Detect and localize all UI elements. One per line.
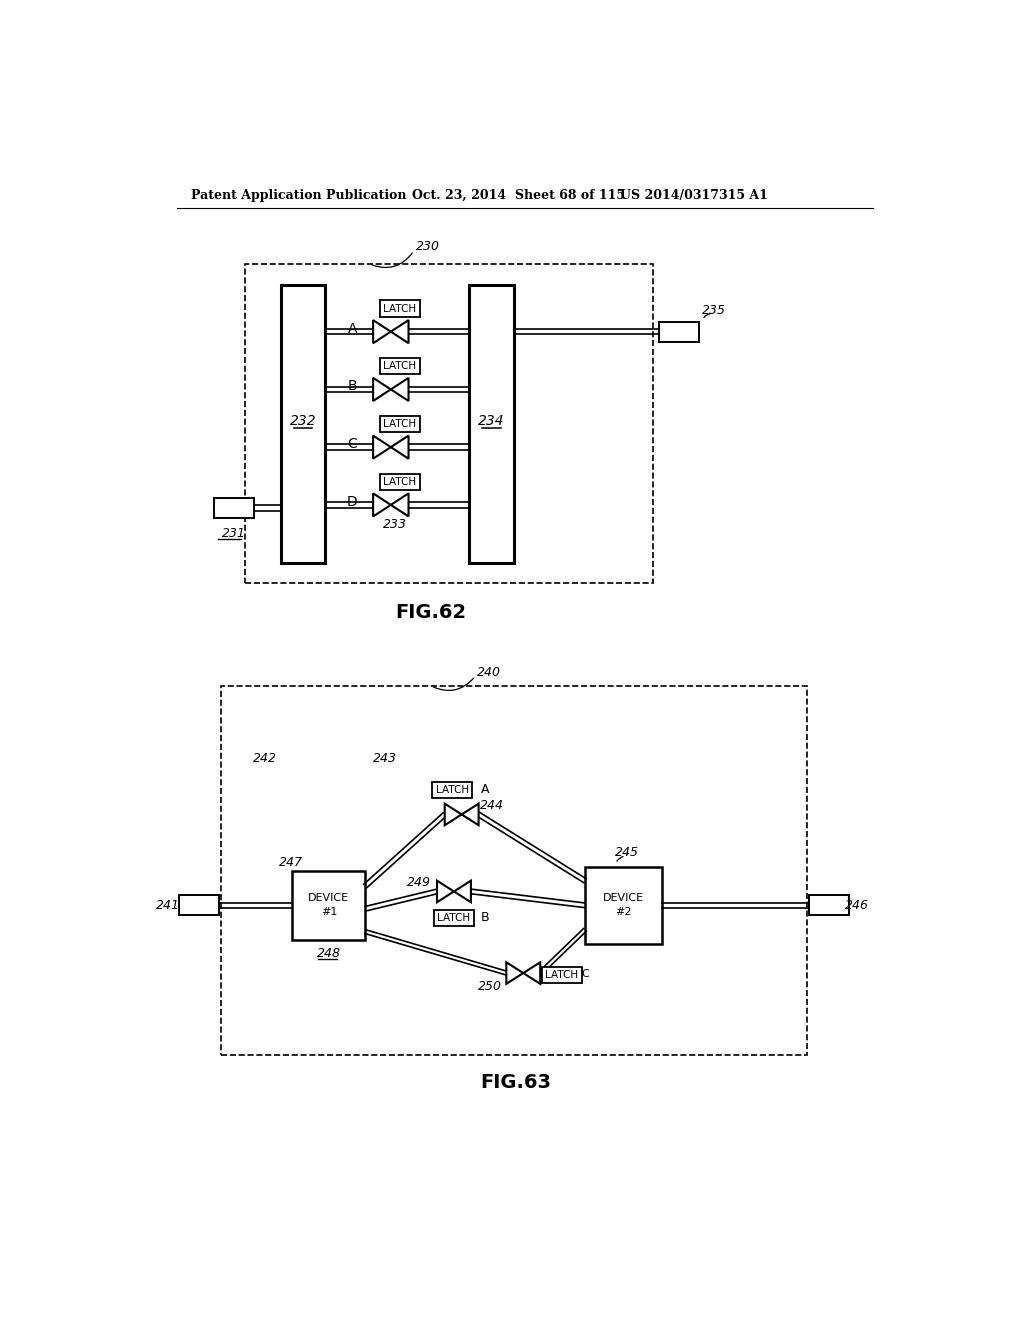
Polygon shape bbox=[373, 321, 391, 343]
Text: LATCH: LATCH bbox=[384, 477, 417, 487]
Text: B: B bbox=[347, 379, 357, 393]
Text: 245: 245 bbox=[615, 846, 639, 859]
Bar bbox=[281, 285, 326, 562]
Polygon shape bbox=[437, 880, 454, 903]
Text: 233: 233 bbox=[383, 519, 407, 532]
Bar bbox=[434, 911, 474, 927]
Text: DEVICE: DEVICE bbox=[603, 894, 644, 903]
Bar bbox=[809, 895, 849, 915]
Polygon shape bbox=[523, 962, 541, 983]
Text: 234: 234 bbox=[478, 414, 505, 428]
Bar bbox=[432, 781, 472, 797]
Text: A: A bbox=[347, 322, 357, 335]
Text: FIG.62: FIG.62 bbox=[395, 603, 466, 622]
Text: 243: 243 bbox=[373, 752, 396, 766]
Text: LATCH: LATCH bbox=[384, 418, 417, 429]
Text: 249: 249 bbox=[407, 875, 431, 888]
Text: LATCH: LATCH bbox=[384, 304, 417, 314]
Text: LATCH: LATCH bbox=[437, 913, 470, 924]
Text: 241: 241 bbox=[157, 899, 180, 912]
Bar bbox=[179, 895, 219, 915]
Text: C: C bbox=[347, 437, 357, 451]
Polygon shape bbox=[391, 378, 409, 401]
Text: US 2014/0317315 A1: US 2014/0317315 A1 bbox=[620, 189, 767, 202]
Text: 235: 235 bbox=[702, 305, 726, 317]
Text: 244: 244 bbox=[480, 799, 504, 812]
Polygon shape bbox=[454, 880, 471, 903]
Polygon shape bbox=[391, 321, 409, 343]
Text: 247: 247 bbox=[279, 857, 303, 870]
Text: C: C bbox=[581, 969, 589, 979]
Bar bbox=[245, 264, 652, 583]
Bar bbox=[469, 285, 514, 562]
Text: 242: 242 bbox=[253, 752, 278, 766]
Text: 232: 232 bbox=[290, 414, 316, 428]
Text: D: D bbox=[347, 495, 357, 508]
Text: #2: #2 bbox=[615, 907, 632, 917]
Text: A: A bbox=[480, 783, 489, 796]
Text: 248: 248 bbox=[316, 948, 341, 961]
Bar bbox=[658, 322, 698, 342]
Bar bbox=[585, 867, 662, 944]
Text: 250: 250 bbox=[478, 981, 502, 994]
Text: FIG.63: FIG.63 bbox=[480, 1073, 551, 1092]
Text: LATCH: LATCH bbox=[545, 970, 579, 979]
Polygon shape bbox=[462, 804, 478, 825]
Bar bbox=[292, 871, 366, 940]
Bar bbox=[214, 498, 254, 517]
Polygon shape bbox=[373, 378, 391, 401]
Bar bbox=[380, 301, 420, 317]
Bar bbox=[380, 416, 420, 432]
Text: DEVICE: DEVICE bbox=[308, 894, 349, 903]
Text: B: B bbox=[480, 911, 489, 924]
Polygon shape bbox=[444, 804, 462, 825]
Polygon shape bbox=[506, 962, 523, 983]
Bar bbox=[221, 686, 807, 1056]
Text: Patent Application Publication: Patent Application Publication bbox=[190, 189, 407, 202]
Polygon shape bbox=[373, 436, 391, 459]
Text: 240: 240 bbox=[477, 667, 501, 680]
Text: 246: 246 bbox=[845, 899, 868, 912]
Bar bbox=[542, 966, 582, 982]
Text: Oct. 23, 2014  Sheet 68 of 115: Oct. 23, 2014 Sheet 68 of 115 bbox=[412, 189, 625, 202]
Polygon shape bbox=[391, 436, 409, 459]
Text: 231: 231 bbox=[222, 527, 246, 540]
Text: LATCH: LATCH bbox=[384, 362, 417, 371]
Polygon shape bbox=[373, 494, 391, 516]
Text: 230: 230 bbox=[416, 240, 439, 253]
Bar bbox=[380, 358, 420, 375]
Polygon shape bbox=[391, 494, 409, 516]
Text: #1: #1 bbox=[321, 907, 337, 917]
Bar bbox=[380, 474, 420, 490]
Text: LATCH: LATCH bbox=[436, 785, 469, 795]
